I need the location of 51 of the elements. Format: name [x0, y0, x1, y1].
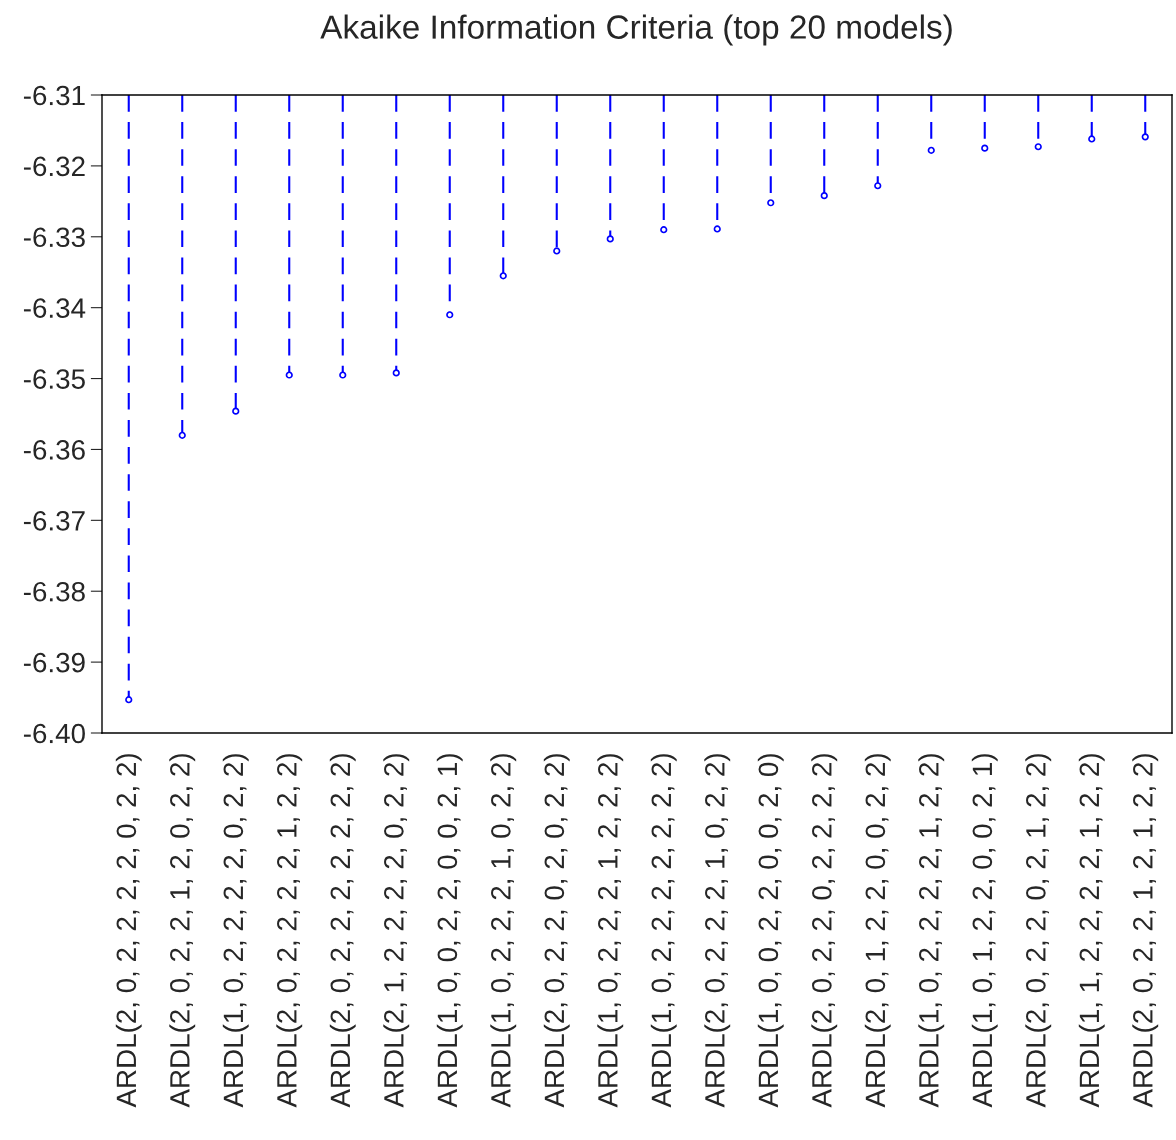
x-tick-label: ARDL(2, 0, 2, 2, 2, 1, 0, 2, 2): [704, 754, 731, 1108]
point: [232, 407, 240, 415]
chart-title: Akaike Information Criteria (top 20 models): [320, 14, 952, 46]
y-tick-label: -6.40: [23, 723, 85, 744]
x-tick-label: ARDL(1, 0, 1, 2, 2, 0, 0, 2, 1): [971, 754, 998, 1108]
x-tick-label: ARDL(2, 0, 2, 2, 2, 2, 2, 2, 2): [329, 754, 356, 1108]
x-tick-label: ARDL(2, 0, 2, 2, 1, 2, 1, 2, 2): [1132, 754, 1159, 1108]
x-tick-label: ARDL(1, 0, 0, 2, 2, 0, 0, 2, 1): [436, 754, 463, 1108]
x-tick-label: ARDL(2, 0, 1, 2, 2, 0, 0, 2, 2): [864, 754, 891, 1108]
y-tick-label: -6.38: [23, 581, 85, 602]
x-tick-label: ARDL(1, 0, 2, 2, 2, 2, 0, 2, 2): [222, 754, 249, 1108]
y-tick-label: -6.32: [23, 156, 85, 177]
x-tick-label: ARDL(2, 0, 2, 2, 0, 2, 2, 2, 2): [811, 754, 838, 1108]
point: [285, 371, 293, 379]
point: [446, 311, 454, 319]
point: [874, 182, 882, 190]
point: [660, 226, 668, 234]
y-tick-label: -6.36: [23, 440, 85, 460]
x-tick-label: ARDL(2, 0, 2, 2, 1, 2, 0, 2, 2): [169, 754, 196, 1108]
y-tick-label: -6.39: [23, 652, 85, 673]
x-tick-label: ARDL(1, 0, 2, 2, 2, 2, 1, 2, 2): [918, 754, 945, 1108]
point: [339, 371, 347, 379]
x-tick-label: ARDL(2, 0, 2, 2, 2, 2, 1, 2, 2): [276, 754, 303, 1108]
x-tick-label: ARDL(2, 0, 2, 2, 0, 2, 0, 2, 2): [543, 754, 570, 1108]
x-tick-label: ARDL(1, 0, 2, 2, 2, 2, 2, 2, 2): [650, 754, 677, 1108]
y-tick-label: -6.33: [23, 227, 85, 248]
point: [713, 225, 721, 233]
x-tick-label: ARDL(1, 0, 2, 2, 2, 1, 2, 2, 2): [597, 754, 624, 1108]
x-tick-label: ARDL(2, 0, 2, 2, 2, 2, 0, 2, 2): [115, 754, 142, 1108]
point: [981, 144, 989, 152]
x-tick-label: ARDL(2, 1, 2, 2, 2, 2, 0, 2, 2): [383, 754, 410, 1108]
point: [178, 431, 186, 439]
y-tick-label: -6.35: [23, 369, 85, 389]
x-tick-label: ARDL(1, 0, 2, 2, 2, 1, 0, 2, 2): [490, 754, 517, 1108]
point: [1088, 135, 1096, 143]
point: [927, 146, 935, 154]
point: [606, 235, 614, 243]
y-tick-label: -6.31: [23, 85, 85, 106]
point: [125, 696, 133, 704]
point: [499, 272, 507, 280]
point: [1034, 143, 1042, 151]
x-tick-label: ARDL(1, 0, 0, 2, 2, 0, 0, 2, 0): [757, 754, 784, 1108]
point: [1141, 133, 1149, 141]
point: [767, 199, 775, 207]
x-tick-label: ARDL(2, 0, 2, 2, 0, 2, 1, 2, 2): [1025, 754, 1052, 1108]
y-tick-label: -6.37: [23, 511, 85, 531]
point: [553, 247, 561, 255]
point: [820, 192, 828, 200]
y-tick-label: -6.34: [23, 298, 86, 319]
x-tick-label: ARDL(1, 1, 2, 2, 2, 2, 1, 2, 2): [1078, 754, 1105, 1108]
point: [392, 369, 400, 377]
